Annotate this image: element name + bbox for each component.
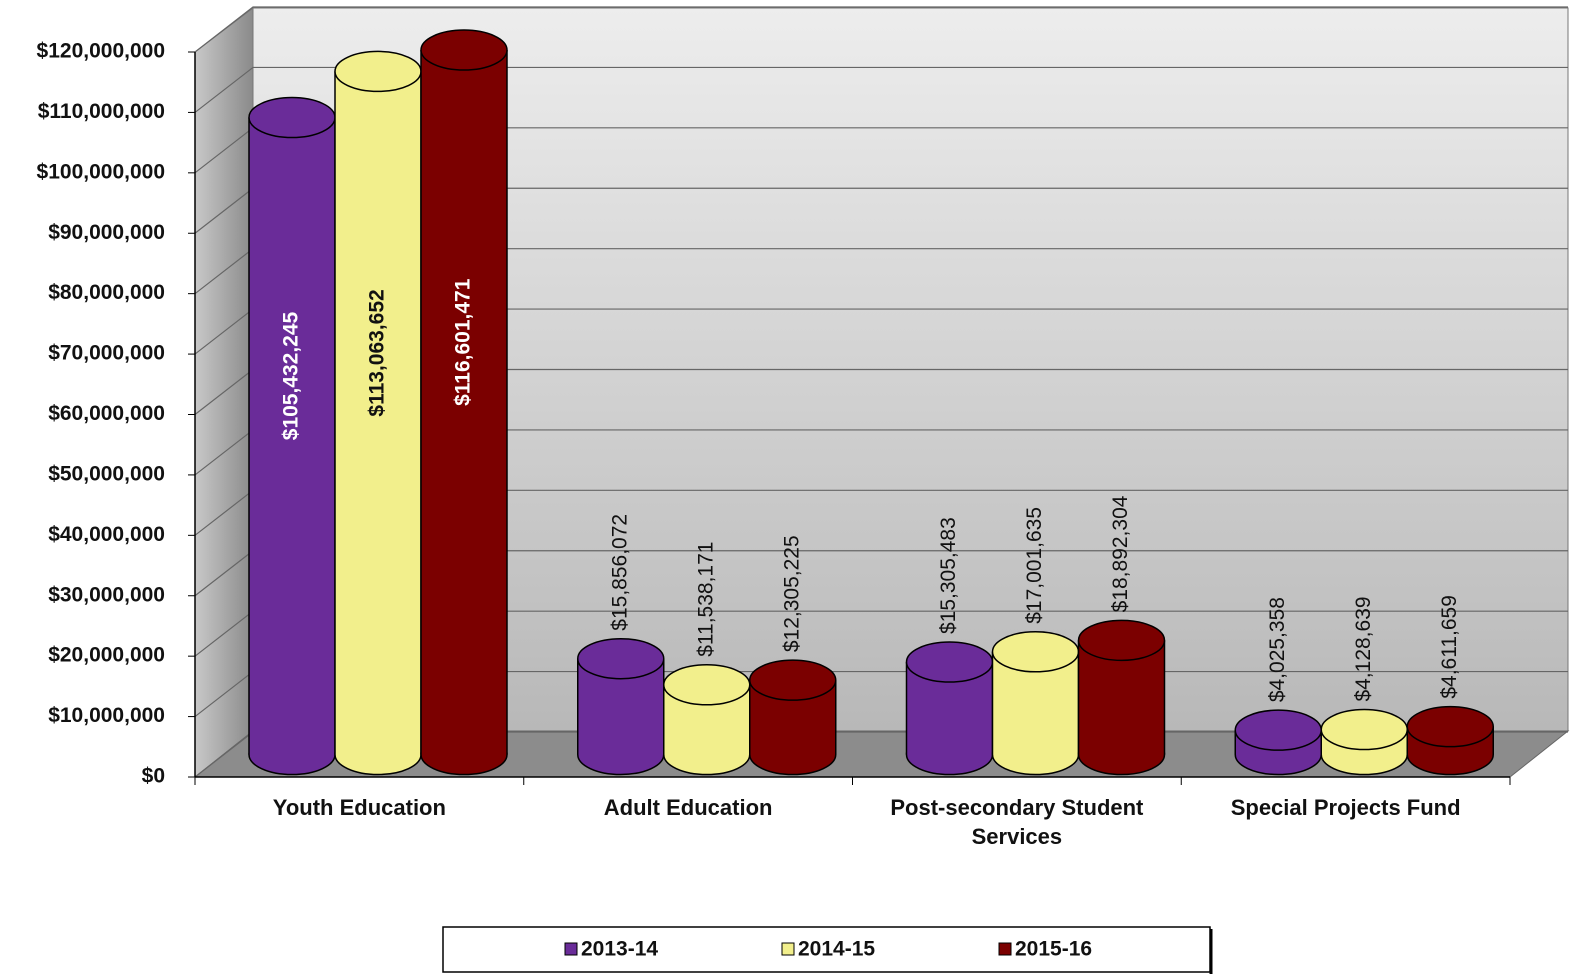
value-label: $113,063,652 xyxy=(366,289,389,416)
y-tick-label: $0 xyxy=(142,765,165,788)
x-tick-label: Adult Education xyxy=(603,795,773,820)
cylinder xyxy=(420,29,508,776)
legend-swatch xyxy=(564,942,578,956)
cylinder-top xyxy=(1077,619,1166,662)
y-tick-label: $60,000,000 xyxy=(48,402,165,425)
x-tick-label: Youth Education xyxy=(272,795,446,820)
legend-label: 2015-16 xyxy=(1015,938,1092,961)
value-label: $4,611,659 xyxy=(1438,595,1461,699)
value-label: $4,025,358 xyxy=(1266,597,1289,702)
cylinder xyxy=(577,637,665,776)
y-tick-label: $30,000,000 xyxy=(48,583,165,606)
value-label: $116,601,471 xyxy=(452,278,475,406)
cylinder xyxy=(248,96,336,776)
cylinder xyxy=(905,641,994,776)
y-tick-label: $100,000,000 xyxy=(37,160,165,183)
legend-label: 2013-14 xyxy=(581,938,658,961)
cylinder xyxy=(1406,705,1494,776)
cylinder xyxy=(749,659,837,776)
value-label: $15,856,072 xyxy=(608,514,631,631)
value-label: $17,001,635 xyxy=(1023,507,1046,624)
cylinder-top xyxy=(991,631,1080,673)
value-label: $12,305,225 xyxy=(780,535,803,652)
y-tick-label: $10,000,000 xyxy=(48,704,165,727)
cylinder-top xyxy=(663,664,751,706)
y-tick-label: $120,000,000 xyxy=(37,40,165,63)
cylinder-top xyxy=(248,96,336,139)
cylinder-body xyxy=(421,50,507,755)
legend-label: 2014-15 xyxy=(798,938,875,961)
value-label: $105,432,245 xyxy=(280,311,303,440)
cylinder xyxy=(663,664,751,776)
grid-line xyxy=(194,66,1568,113)
y-tick-label: $20,000,000 xyxy=(48,644,165,667)
legend-swatch xyxy=(998,942,1012,956)
cylinder-top xyxy=(905,641,994,683)
y-tick-label: $90,000,000 xyxy=(48,221,165,244)
grid-line xyxy=(194,6,1568,53)
cylinder-top xyxy=(420,29,508,71)
value-label: $4,128,639 xyxy=(1352,596,1375,701)
y-tick-label: $110,000,000 xyxy=(38,100,165,123)
cylinder-top xyxy=(749,659,837,701)
y-tick-label: $40,000,000 xyxy=(48,523,165,546)
cylinder-top xyxy=(1406,705,1494,748)
cylinder xyxy=(1320,708,1408,776)
cylinder xyxy=(1234,709,1322,776)
legend-swatch xyxy=(781,942,795,956)
value-label: $11,538,171 xyxy=(694,542,717,657)
cylinder-top xyxy=(1234,709,1322,751)
y-tick-label: $80,000,000 xyxy=(48,281,165,304)
y-tick-label: $70,000,000 xyxy=(48,342,165,365)
x-tick-label: Post-secondary Student Services xyxy=(890,795,1144,849)
y-tick-label: $50,000,000 xyxy=(48,462,165,485)
cylinder xyxy=(1077,619,1166,776)
cylinder-top xyxy=(334,50,422,93)
cylinder-top xyxy=(1320,708,1408,751)
value-label: $18,892,304 xyxy=(1109,495,1132,612)
cylinder xyxy=(991,631,1080,776)
value-label: $15,305,483 xyxy=(937,517,960,634)
x-tick-label: Special Projects Fund xyxy=(1230,795,1461,820)
cylinder-top xyxy=(577,637,665,680)
cylinder-body xyxy=(249,117,335,755)
cylinder-body xyxy=(335,71,421,755)
